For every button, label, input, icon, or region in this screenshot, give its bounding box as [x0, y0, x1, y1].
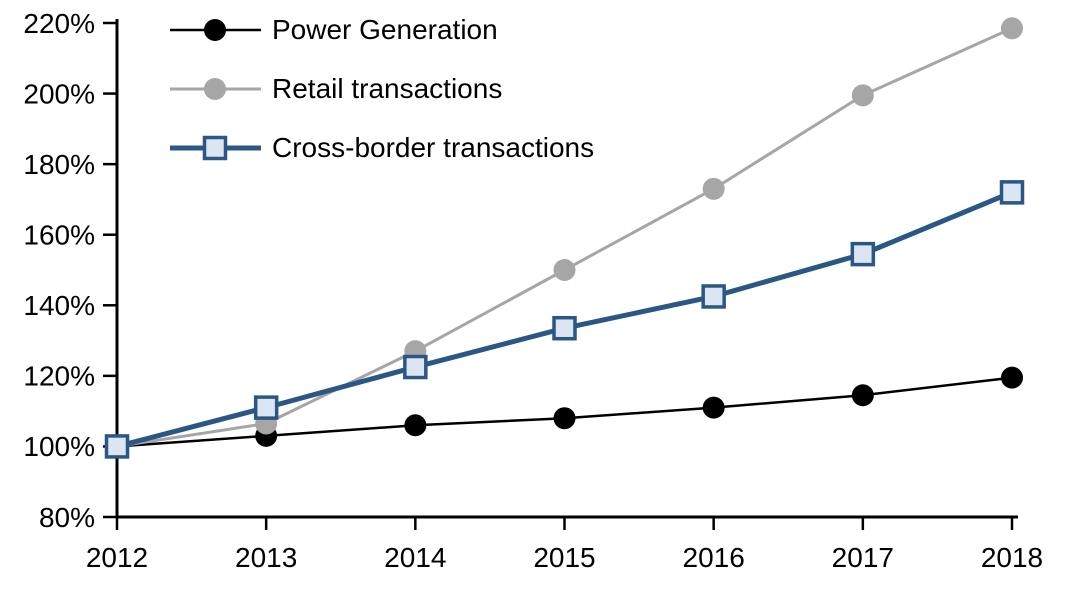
x-tick-label: 2013 [235, 542, 297, 573]
y-tick-label: 100% [23, 431, 95, 462]
legend-swatch-power-generation-icon [170, 18, 261, 41]
data-point-cross-border-transactions [104, 434, 130, 459]
data-point-cross-border-transactions [253, 395, 279, 420]
data-point-retail-transactions [851, 84, 874, 107]
data-point-retail-transactions [553, 259, 576, 281]
legend-swatch-retail-transactions-icon [170, 77, 261, 100]
y-tick-label: 120% [23, 361, 95, 392]
legend-item-retail-transactions: Retail transactions [168, 59, 594, 118]
data-point-cross-border-transactions [552, 315, 577, 341]
x-tick-label: 2012 [86, 542, 148, 573]
x-tick-label: 2015 [533, 542, 595, 573]
data-point-cross-border-transactions [850, 241, 876, 267]
y-tick-label: 220% [23, 8, 95, 39]
data-point-power-generation [702, 396, 725, 419]
data-point-power-generation [404, 414, 427, 437]
data-point-power-generation [553, 407, 576, 430]
legend-label-retail-transactions: Retail transactions [272, 72, 503, 104]
y-tick-label: 80% [39, 502, 95, 533]
data-point-retail-transactions [1001, 17, 1023, 40]
x-tick-label: 2016 [683, 542, 745, 573]
legend-item-power-generation: Power Generation [168, 0, 594, 59]
data-point-cross-border-transactions [999, 180, 1025, 205]
y-tick-label: 180% [23, 149, 95, 180]
data-point-power-generation [851, 384, 874, 407]
y-tick-label: 160% [23, 220, 95, 251]
data-point-cross-border-transactions [403, 354, 428, 380]
x-tick-label: 2017 [832, 542, 894, 573]
legend-swatch-cross-border-transactions-icon [170, 135, 261, 160]
legend-label-power-generation: Power Generation [272, 13, 498, 45]
legend-label-cross-border-transactions: Cross-border transactions [272, 131, 595, 163]
y-tick-label: 140% [23, 290, 95, 321]
data-point-cross-border-transactions [701, 284, 726, 309]
y-tick-label: 200% [23, 78, 95, 109]
data-point-power-generation [1001, 366, 1023, 389]
x-tick-label: 2018 [981, 542, 1043, 573]
data-point-retail-transactions [702, 177, 725, 200]
x-tick-label: 2014 [384, 542, 446, 573]
chart-legend: Power Generation Retail transactions Cro… [168, 0, 594, 177]
legend-item-cross-border-transactions: Cross-border transactions [168, 118, 594, 177]
